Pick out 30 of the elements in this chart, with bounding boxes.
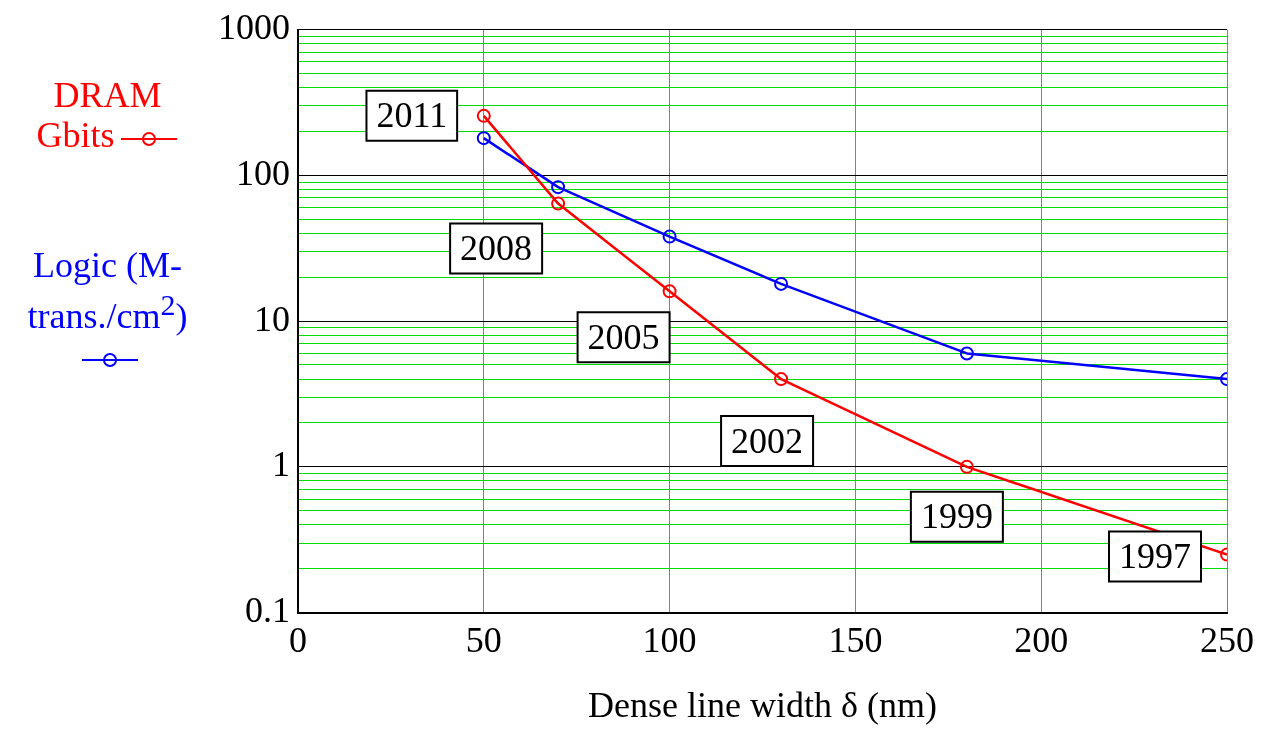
annotation: 2011 bbox=[376, 95, 448, 136]
annotation: 2005 bbox=[587, 316, 660, 357]
x-tick-label: 0 bbox=[289, 619, 307, 660]
annotation: 1997 bbox=[1119, 536, 1191, 577]
y-tick-label: 0.1 bbox=[245, 590, 290, 631]
x-tick-label: 100 bbox=[642, 619, 697, 660]
point bbox=[551, 196, 566, 211]
point bbox=[959, 346, 974, 361]
point bbox=[476, 108, 491, 123]
point bbox=[662, 229, 677, 244]
annotation: 2002 bbox=[731, 420, 804, 461]
annotation: 1999 bbox=[920, 496, 993, 537]
y-tick-label: 1000 bbox=[218, 7, 290, 48]
y-tick-label: 100 bbox=[236, 152, 290, 193]
x-tick-label: 250 bbox=[1200, 619, 1254, 660]
annotation: 2008 bbox=[460, 228, 533, 269]
point bbox=[476, 131, 491, 146]
point bbox=[662, 284, 677, 299]
text: Logic (M-trans./cm$^{2}$) bbox=[27, 245, 188, 336]
point bbox=[959, 459, 974, 474]
x-tick-label: 150 bbox=[828, 619, 883, 660]
point bbox=[774, 372, 789, 387]
x-tick-label: 50 bbox=[465, 619, 502, 660]
x-tick-label: 200 bbox=[1014, 619, 1069, 660]
text: DRAM Gbits bbox=[36, 75, 162, 155]
point bbox=[551, 180, 566, 195]
y-tick-label: 10 bbox=[254, 298, 290, 339]
y-tick-label: 1 bbox=[272, 444, 290, 485]
x-axis-title: Dense line width δ (nm) bbox=[588, 684, 937, 725]
point bbox=[774, 276, 789, 291]
